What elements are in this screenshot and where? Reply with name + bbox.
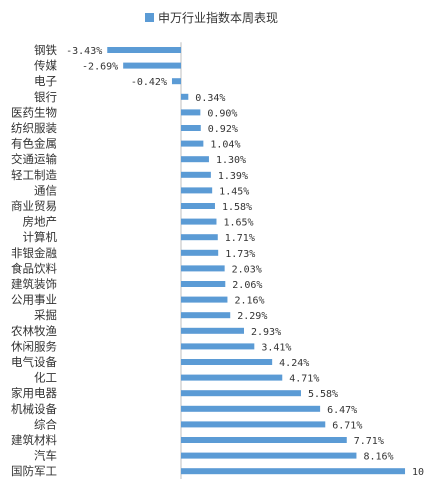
data-label: 10.42% xyxy=(412,467,425,478)
data-label: 6.71% xyxy=(332,420,362,431)
category-label: 商业贸易 xyxy=(11,199,57,213)
bar xyxy=(181,296,228,303)
data-label: 5.58% xyxy=(308,389,338,400)
bar xyxy=(181,327,244,334)
data-label: 1.71% xyxy=(225,233,255,244)
data-label: 0.90% xyxy=(207,108,237,119)
data-label: -3.43% xyxy=(66,46,102,57)
bar xyxy=(181,187,213,194)
value-labels: -3.43% -2.69% -0.42% 0.34% 0.90% 0.92% 1.04% 1.… xyxy=(66,46,425,478)
data-label: 1.39% xyxy=(218,171,248,182)
data-label: 1.04% xyxy=(210,140,240,151)
bar xyxy=(171,78,181,85)
bar xyxy=(181,405,321,412)
data-label: 0.34% xyxy=(195,93,225,104)
bar xyxy=(181,140,204,147)
category-label: 建筑装饰 xyxy=(11,277,57,291)
bar xyxy=(181,390,301,397)
category-label: 综合 xyxy=(34,417,57,431)
category-label: 农林牧渔 xyxy=(11,324,57,338)
bar xyxy=(181,218,217,225)
data-label: 2.29% xyxy=(237,311,267,322)
bar xyxy=(181,265,225,272)
category-label: 通信 xyxy=(34,183,57,197)
bar xyxy=(181,437,347,443)
category-label: 化工 xyxy=(34,371,57,385)
bar xyxy=(181,452,357,459)
category-label: 轻工制造 xyxy=(11,168,57,182)
bar xyxy=(181,125,201,131)
data-label: 2.03% xyxy=(232,264,262,275)
category-label: 纺织服装 xyxy=(11,121,57,135)
category-label: 家用电器 xyxy=(11,386,57,400)
legend-swatch xyxy=(145,13,154,22)
category-label: 计算机 xyxy=(23,230,58,244)
data-label: 1.45% xyxy=(219,186,249,197)
bar xyxy=(181,374,283,381)
bar xyxy=(181,249,219,256)
category-label: 食品饮料 xyxy=(11,261,57,275)
bar xyxy=(181,171,211,178)
category-label: 采掘 xyxy=(34,308,57,322)
category-label: 建筑材料 xyxy=(11,433,57,447)
bar xyxy=(181,109,201,116)
category-label: 电气设备 xyxy=(11,355,57,369)
bar xyxy=(181,281,226,287)
bar xyxy=(181,343,255,350)
category-label: 医药生物 xyxy=(11,105,57,119)
data-label: 8.16% xyxy=(363,452,393,463)
data-label: -2.69% xyxy=(82,62,118,73)
category-labels: 钢铁传媒电子银行医药生物纺织服装有色金属交通运输轻工制造通信商业贸易房地产计算机… xyxy=(11,43,57,478)
category-label: 传媒 xyxy=(34,59,57,73)
data-label: 6.47% xyxy=(327,405,357,416)
category-label: 钢铁 xyxy=(34,43,57,57)
data-label: 7.71% xyxy=(354,436,384,447)
data-label: 2.16% xyxy=(234,296,264,307)
legend-label: 申万行业指数本周表现 xyxy=(158,10,278,25)
bar xyxy=(107,47,181,53)
category-label: 房地产 xyxy=(23,215,58,229)
category-label: 汽车 xyxy=(34,449,57,463)
bar xyxy=(181,234,218,241)
data-label: 4.24% xyxy=(279,358,309,369)
data-label: 1.30% xyxy=(216,155,246,166)
bar xyxy=(181,312,231,319)
category-label: 国防军工 xyxy=(11,464,57,478)
category-label: 非银金融 xyxy=(11,246,57,260)
bars xyxy=(107,47,406,475)
legend: 申万行业指数本周表现 xyxy=(145,10,278,25)
data-label: 1.58% xyxy=(222,202,252,213)
bar xyxy=(181,468,406,475)
category-label: 公用事业 xyxy=(11,293,57,307)
data-label: 2.93% xyxy=(251,327,281,338)
bar xyxy=(181,93,189,100)
data-label: 2.06% xyxy=(232,280,262,291)
data-label: 1.73% xyxy=(225,249,255,260)
category-label: 电子 xyxy=(34,74,57,88)
data-label: 3.41% xyxy=(261,342,291,353)
bar xyxy=(123,62,181,69)
data-label: -0.42% xyxy=(131,77,167,88)
category-label: 休闲服务 xyxy=(11,339,57,353)
category-label: 有色金属 xyxy=(11,137,57,151)
bar xyxy=(181,421,326,428)
data-label: 4.71% xyxy=(289,374,319,385)
category-label: 机械设备 xyxy=(11,402,57,416)
bar xyxy=(181,203,215,209)
bar xyxy=(181,359,273,365)
category-label: 交通运输 xyxy=(11,152,57,166)
data-label: 1.65% xyxy=(223,218,253,229)
data-label: 0.92% xyxy=(208,124,238,135)
bar xyxy=(181,156,209,163)
category-label: 银行 xyxy=(34,90,57,104)
